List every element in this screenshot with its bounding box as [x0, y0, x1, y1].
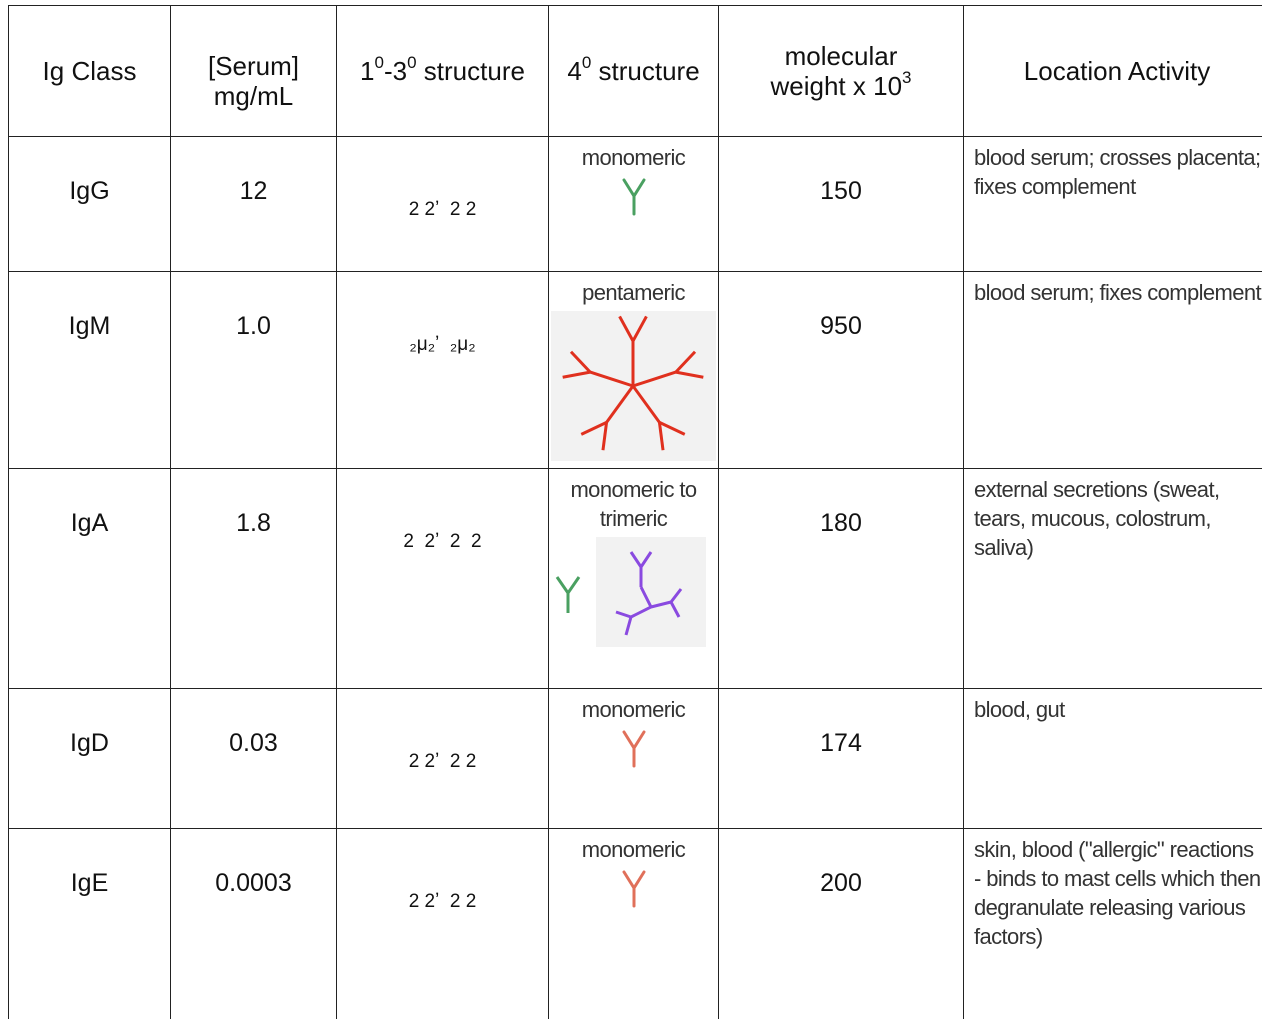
- cell: 2 2ʼ 2 2: [337, 137, 549, 272]
- header-text: 4: [567, 56, 581, 86]
- cell: IgD: [9, 689, 171, 829]
- chain-structure: ₂μ₂ʼ ₂μ₂: [337, 334, 548, 356]
- header-text: molecular weight x 10: [771, 41, 903, 101]
- cell: IgE: [9, 829, 171, 1019]
- cell: 2 2ʼ 2 2: [337, 829, 549, 1019]
- cell: 1.8: [171, 469, 337, 689]
- location-activity: blood serum; crosses placenta; fixes com…: [974, 143, 1262, 201]
- cell: monomeric: [549, 689, 719, 829]
- cell: IgM: [9, 272, 171, 469]
- header-text: structure: [417, 56, 525, 86]
- superscript: 0: [375, 53, 384, 72]
- header-cell: 10-30 structure: [337, 6, 549, 137]
- structure-icon: [549, 176, 718, 223]
- header-cell: Ig Class: [9, 6, 171, 137]
- header-text: 1: [360, 56, 374, 86]
- header-cell: Location Activity: [964, 6, 1262, 137]
- ig-class: IgG: [9, 177, 170, 206]
- superscript: 0: [407, 53, 416, 72]
- cell: monomeric: [549, 137, 719, 272]
- cell: blood serum; crosses placenta; fixes com…: [964, 137, 1262, 272]
- structure-icon: [549, 728, 718, 775]
- cell: 12: [171, 137, 337, 272]
- ig-class: IgA: [9, 509, 170, 538]
- molecular-weight: 174: [719, 729, 963, 758]
- serum-conc: 1.8: [171, 509, 336, 538]
- cell: skin, blood ("allergic" reactions - bind…: [964, 829, 1262, 1019]
- cell: IgG: [9, 137, 171, 272]
- header-text: structure: [591, 56, 699, 86]
- header-cell: [Serum] mg/mL: [171, 6, 337, 137]
- cell: 2 2ʼ 2 2: [337, 469, 549, 689]
- cell: 180: [719, 469, 964, 689]
- cell: 150: [719, 137, 964, 272]
- quaternary-structure: monomeric: [549, 143, 718, 172]
- quaternary-structure: pentameric: [549, 278, 718, 307]
- serum-conc: 12: [171, 177, 336, 206]
- structure-icon: [549, 537, 718, 654]
- chain-structure: 2 2ʼ 2 2: [337, 531, 548, 553]
- ig-class: IgE: [9, 869, 170, 898]
- cell: ₂μ₂ʼ ₂μ₂: [337, 272, 549, 469]
- location-activity: skin, blood ("allergic" reactions - bind…: [974, 835, 1262, 951]
- header-cell: 40 structure: [549, 6, 719, 137]
- header-text: -3: [384, 56, 407, 86]
- cell: monomeric: [549, 829, 719, 1019]
- cell: external secretions (sweat, tears, mucou…: [964, 469, 1262, 689]
- cell: blood, gut: [964, 689, 1262, 829]
- header-text: Location Activity: [1024, 56, 1210, 86]
- location-activity: blood serum; fixes complement: [974, 278, 1262, 307]
- header-text: Ig Class: [43, 56, 137, 86]
- ig-class: IgM: [9, 312, 170, 341]
- cell: 1.0: [171, 272, 337, 469]
- serum-conc: 1.0: [171, 312, 336, 341]
- serum-conc: 0.03: [171, 729, 336, 758]
- cell: 950: [719, 272, 964, 469]
- serum-conc: 0.0003: [171, 869, 336, 898]
- quaternary-structure: monomeric to trimeric: [549, 475, 718, 533]
- structure-icon: [549, 311, 718, 468]
- cell: pentameric: [549, 272, 719, 469]
- cell: blood serum; fixes complement: [964, 272, 1262, 469]
- cell: 200: [719, 829, 964, 1019]
- ig-class: IgD: [9, 729, 170, 758]
- cell: 2 2ʼ 2 2: [337, 689, 549, 829]
- location-activity: blood, gut: [974, 695, 1262, 724]
- cell: 0.0003: [171, 829, 337, 1019]
- molecular-weight: 150: [719, 177, 963, 206]
- cell: IgA: [9, 469, 171, 689]
- structure-icon: [549, 868, 718, 915]
- chain-structure: 2 2ʼ 2 2: [337, 891, 548, 913]
- cell: 0.03: [171, 689, 337, 829]
- header-cell: molecular weight x 103: [719, 6, 964, 137]
- cell: 174: [719, 689, 964, 829]
- quaternary-structure: monomeric: [549, 835, 718, 864]
- superscript: 0: [582, 53, 591, 72]
- molecular-weight: 180: [719, 509, 963, 538]
- molecular-weight: 950: [719, 312, 963, 341]
- chain-structure: 2 2ʼ 2 2: [337, 199, 548, 221]
- molecular-weight: 200: [719, 869, 963, 898]
- chain-structure: 2 2ʼ 2 2: [337, 751, 548, 773]
- cell: monomeric to trimeric: [549, 469, 719, 689]
- header-text: [Serum] mg/mL: [208, 51, 299, 111]
- superscript: 3: [902, 68, 911, 87]
- quaternary-structure: monomeric: [549, 695, 718, 724]
- location-activity: external secretions (sweat, tears, mucou…: [974, 475, 1262, 562]
